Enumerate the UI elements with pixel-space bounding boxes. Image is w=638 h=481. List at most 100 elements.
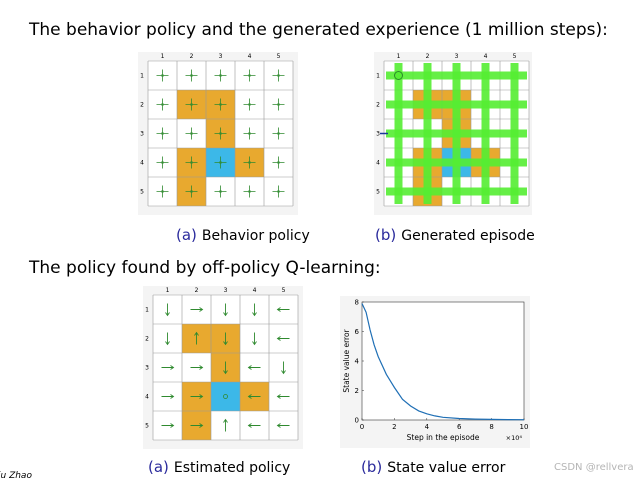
uniform-policy-cross [156, 98, 169, 111]
row-label: 2 [140, 102, 144, 109]
stay-action-circle [219, 74, 222, 77]
estimated-policy-grid: 1 2 3 4 5 1 2 3 4 5 [143, 286, 303, 449]
uniform-policy-cross [243, 127, 256, 140]
uniform-policy-cross [185, 127, 198, 140]
uniform-policy-cross [272, 98, 285, 111]
uniform-policy-cross [214, 127, 227, 140]
policy-arrow-right [190, 307, 204, 312]
policy-arrow-up [194, 331, 199, 345]
stay-action-circle [277, 190, 280, 193]
stay-action-circle [190, 74, 193, 77]
column-label: 1 [161, 53, 165, 60]
y-axis-label: State value error [342, 328, 351, 392]
x-tick-label: 10 [520, 423, 529, 431]
policy-arrow-left [276, 307, 290, 312]
stay-action-circle [219, 190, 222, 193]
policy-arrow-left [276, 394, 290, 399]
stay-action-circle [161, 103, 164, 106]
row-label: 4 [145, 394, 149, 401]
stay-action-circle [161, 132, 164, 135]
target-cell [211, 382, 240, 411]
series-line [361, 303, 525, 421]
y-tick-label: 8 [355, 299, 359, 307]
caption-estimated-policy: (a) Estimated policy [148, 458, 290, 476]
row-label: 5 [140, 189, 144, 196]
y-tick-label: 4 [355, 358, 360, 366]
stay-action-circle [277, 161, 280, 164]
uniform-policy-cross [272, 156, 285, 169]
column-label: 3 [455, 53, 459, 60]
uniform-policy-cross [185, 185, 198, 198]
stay-action-circle [219, 132, 222, 135]
row-label: 1 [140, 73, 144, 80]
uniform-policy-cross [185, 156, 198, 169]
policy-arrow-up [223, 418, 228, 432]
stay-action-circle [190, 103, 193, 106]
x-tick-label: 8 [489, 423, 493, 431]
uniform-policy-cross [243, 185, 256, 198]
caption-text: Generated episode [401, 228, 535, 244]
column-label: 1 [166, 287, 170, 294]
policy-arrow-down [281, 361, 286, 375]
stay-action-circle [161, 74, 164, 77]
uniform-policy-cross [214, 185, 227, 198]
row-label: 3 [145, 365, 149, 372]
watermark: CSDN @rellvera [554, 462, 634, 473]
stay-action-circle [161, 190, 164, 193]
column-label: 2 [426, 53, 430, 60]
column-label: 5 [513, 53, 517, 60]
policy-arrow-right [161, 394, 175, 399]
stay-action-circle [248, 103, 251, 106]
policy-arrow-left [247, 365, 261, 370]
stay-action-circle [248, 161, 251, 164]
stay-action-circle [190, 190, 193, 193]
caption-label: (b) [361, 458, 383, 476]
policy-arrow-down [165, 303, 170, 317]
stay-action-circle [190, 132, 193, 135]
stay-action-circle [277, 103, 280, 106]
policy-arrow-down [223, 361, 228, 375]
policy-arrow-down [223, 303, 228, 317]
caption-label: (a) [176, 226, 197, 244]
stay-action-circle [161, 161, 164, 164]
uniform-policy-cross [214, 69, 227, 82]
policy-arrow-right [161, 423, 175, 428]
row-label: 1 [145, 307, 149, 314]
policy-arrow-right [161, 365, 175, 370]
caption-label: (a) [148, 458, 169, 476]
stay-action-circle [248, 190, 251, 193]
uniform-policy-cross [272, 127, 285, 140]
uniform-policy-cross [156, 156, 169, 169]
x-exponent-label: ×10⁴ [506, 434, 523, 442]
row-label: 3 [376, 131, 380, 138]
stay-action-circle [219, 161, 222, 164]
uniform-policy-cross [156, 69, 169, 82]
row-label: 1 [376, 73, 380, 80]
heading-behavior: The behavior policy and the generated ex… [29, 20, 608, 40]
caption-text: State value error [387, 460, 506, 476]
policy-arrow-right [190, 423, 204, 428]
stay-action-circle [219, 103, 222, 106]
column-label: 3 [224, 287, 228, 294]
x-axis-label: Step in the episode [407, 433, 480, 442]
uniform-policy-cross [272, 69, 285, 82]
x-tick-label: 2 [392, 423, 396, 431]
column-label: 4 [484, 53, 488, 60]
row-label: 5 [376, 189, 380, 196]
uniform-policy-cross [214, 98, 227, 111]
uniform-policy-cross [156, 127, 169, 140]
policy-arrow-left [276, 423, 290, 428]
y-tick-label: 0 [355, 417, 359, 425]
stay-action-circle [277, 74, 280, 77]
stay-action-circle [248, 132, 251, 135]
policy-arrow-left [247, 394, 261, 399]
policy-arrow-down [252, 303, 257, 317]
author-footer: iu Zhao [0, 471, 32, 481]
caption-text: Behavior policy [201, 228, 310, 244]
uniform-policy-cross [243, 156, 256, 169]
policy-arrow-down [252, 332, 257, 346]
caption-generated-episode: (b) Generated episode [375, 226, 535, 244]
column-label: 2 [190, 53, 194, 60]
stay-action-circle [223, 394, 228, 399]
x-tick-label: 4 [425, 423, 430, 431]
